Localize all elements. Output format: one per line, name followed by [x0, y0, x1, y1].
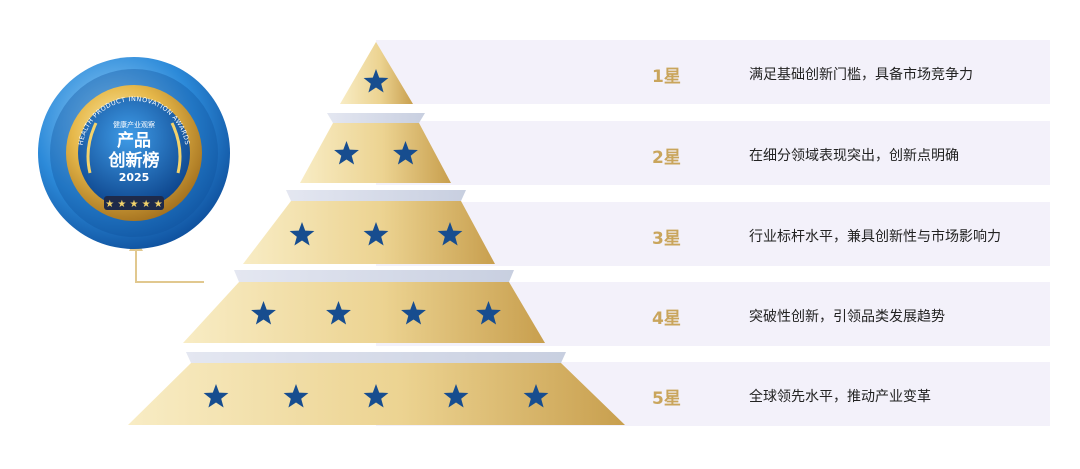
rating-label-3: 3星: [652, 229, 681, 249]
tier-1-star-icon: [363, 69, 389, 93]
tier-5-star-icon: [203, 384, 229, 408]
tier-4-star-icon: [326, 301, 351, 325]
tier-5-star-icon: [443, 384, 469, 408]
tier-description-1: 满足基础创新门槛，具备市场竞争力: [749, 67, 973, 83]
tier-row-2: [376, 121, 1050, 185]
connector-arrow: [135, 248, 204, 283]
tier-stars: [203, 69, 549, 408]
tier-3-star-icon: [289, 222, 315, 246]
badge-title-line2: 创新榜: [108, 150, 160, 171]
rating-label-2: 2星: [652, 148, 681, 168]
rating-label-1: 1星: [652, 67, 681, 87]
badge-ribbon: [104, 196, 164, 210]
tier-description-5: 全球领先水平，推动产业变革: [749, 389, 931, 405]
tier-description-3: 行业标杆水平，兼具创新性与市场影响力: [749, 229, 1001, 245]
rating-label-5: 5星: [652, 389, 681, 409]
rating-label-4: 4星: [652, 309, 681, 329]
tier-2-star-icon: [334, 141, 359, 165]
tier-description-2: 在细分领域表现突出，创新点明确: [749, 148, 959, 164]
badge-stars-icon: ★ ★ ★ ★ ★: [105, 199, 163, 210]
badge-title-line1: 产品: [117, 130, 151, 151]
tier-5-star-icon: [283, 384, 309, 408]
tier-3-star-icon: [437, 222, 463, 246]
badge-year: 2025: [119, 171, 150, 184]
tier-description-4: 突破性创新，引领品类发展趋势: [749, 309, 945, 325]
pyramid-tier-2-cap: [327, 113, 425, 123]
tier-2-star-icon: [393, 141, 418, 165]
pyramid-tier-2: [300, 123, 451, 183]
tier-5-star-icon: [523, 384, 549, 408]
tier-5-star-icon: [363, 384, 389, 408]
tier-4-star-icon: [476, 301, 501, 325]
badge-brand: 健康产业观察: [113, 120, 155, 129]
tier-4-star-icon: [401, 301, 426, 325]
tier-4-star-icon: [251, 301, 276, 325]
badge-inner-circle: [78, 97, 190, 209]
tier-row-1: [376, 40, 1050, 104]
award-badge: ★ ★ ★ ★ ★ HEALTH PRODUCT INNOVATION AWAR…: [38, 57, 230, 249]
tier-3-star-icon: [363, 222, 389, 246]
pyramid-tier-4-cap: [234, 270, 514, 282]
pyramid-tier-5-cap: [186, 352, 566, 363]
pyramid-tier-3-cap: [286, 190, 466, 201]
pyramid-tier-4: [183, 282, 545, 343]
